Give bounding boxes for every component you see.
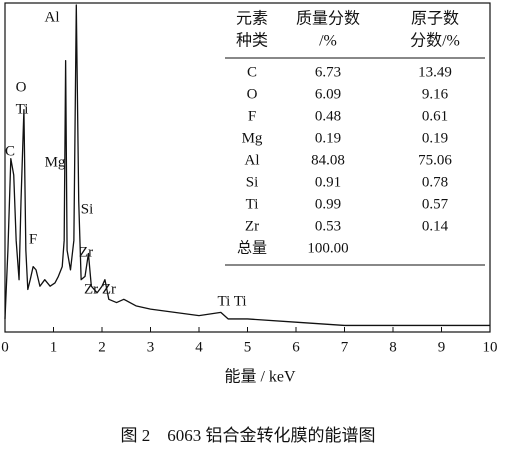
x-tick-label: 4 xyxy=(195,339,203,355)
table-cell: 0.14 xyxy=(422,218,449,234)
table-cell: 0.91 xyxy=(315,174,341,190)
table-cell: 0.57 xyxy=(422,196,449,212)
table-cell: 6.73 xyxy=(315,64,341,80)
x-tick-label: 5 xyxy=(244,339,252,355)
x-tick-label: 3 xyxy=(147,339,155,355)
x-axis-label: 能量 / keV xyxy=(224,368,296,386)
x-tick-label: 8 xyxy=(389,339,397,355)
peak-label: Al xyxy=(45,9,60,25)
x-tick-label: 10 xyxy=(483,339,498,355)
x-tick-label: 6 xyxy=(292,339,300,355)
table-cell: O xyxy=(247,86,258,102)
x-tick-label: 9 xyxy=(438,339,446,355)
table-cell: 100.00 xyxy=(307,240,348,256)
peak-label: O xyxy=(16,79,27,95)
table-cell: 75.06 xyxy=(418,152,452,168)
table-cell: 0.53 xyxy=(315,218,341,234)
table-cell: 13.49 xyxy=(418,64,452,80)
table-cell: Zr xyxy=(245,218,259,234)
peak-label: Mg xyxy=(45,154,66,170)
table-cell: F xyxy=(248,108,256,124)
x-tick-label: 1 xyxy=(50,339,58,355)
table-header: /% xyxy=(319,33,337,50)
table-cell: Mg xyxy=(242,130,263,146)
table-header: 质量分数 xyxy=(296,10,360,28)
table-cell: 0.78 xyxy=(422,174,448,190)
x-tick-label: 2 xyxy=(98,339,106,355)
table-cell: 0.99 xyxy=(315,196,341,212)
table-cell: 0.61 xyxy=(422,108,448,124)
caption: 图 2 6063 铝合金转化膜的能谱图 xyxy=(121,426,376,445)
table-cell: Si xyxy=(246,174,259,190)
table-cell: 总量 xyxy=(237,239,267,256)
peak-label: Si xyxy=(81,201,94,217)
spectrum-line xyxy=(4,4,490,327)
table-cell: 0.19 xyxy=(315,130,341,146)
table-cell: 6.09 xyxy=(315,86,341,102)
peak-label: F xyxy=(29,231,37,247)
table-header: 元素 xyxy=(236,10,268,28)
table-header: 种类 xyxy=(236,32,268,50)
table-cell: C xyxy=(247,64,257,80)
table-header: 分数/% xyxy=(410,32,460,50)
peak-label: C xyxy=(5,143,15,159)
x-tick-label: 0 xyxy=(1,339,9,355)
table-cell: 0.19 xyxy=(422,130,448,146)
peak-label: Ti xyxy=(16,101,29,117)
table-cell: Ti xyxy=(246,196,259,212)
table-cell: Al xyxy=(245,152,260,168)
table-cell: 84.08 xyxy=(311,152,345,168)
peak-label: Ti Ti xyxy=(217,293,246,309)
x-tick-label: 7 xyxy=(341,339,349,355)
table-cell: 0.48 xyxy=(315,108,341,124)
peak-label: Zr Zr xyxy=(84,281,116,297)
table-cell: 9.16 xyxy=(422,86,449,102)
peak-label: Zr xyxy=(79,244,93,260)
table-header: 原子数 xyxy=(411,10,459,28)
